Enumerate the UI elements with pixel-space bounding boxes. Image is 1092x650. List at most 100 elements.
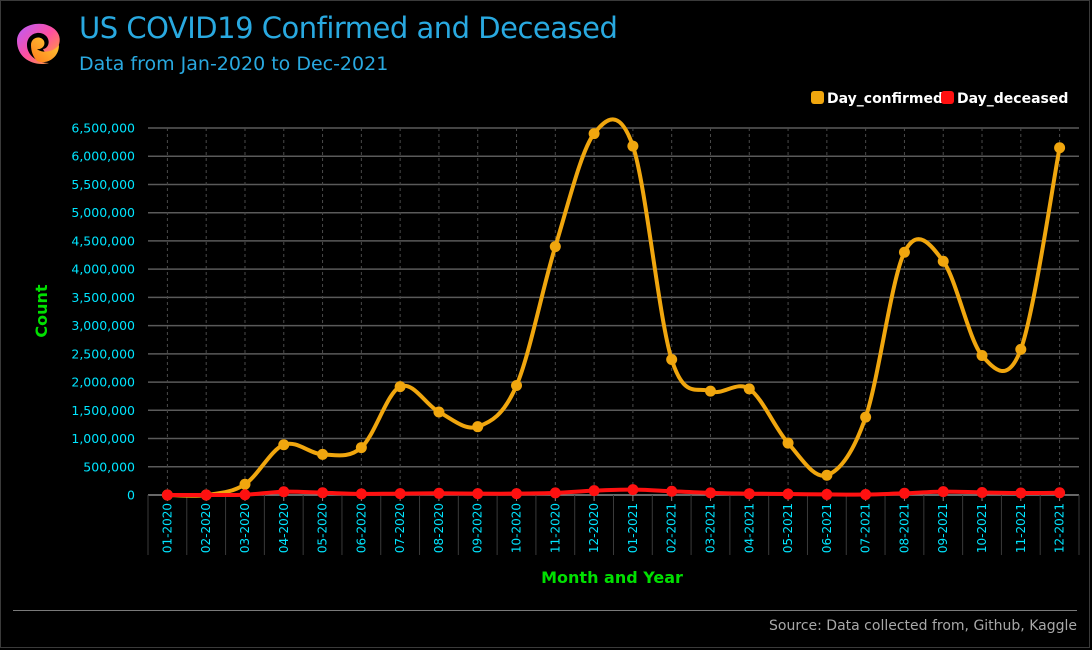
- data-point-day-confirmed: [317, 448, 329, 460]
- data-point-day-deceased: [1015, 487, 1027, 499]
- data-point-day-deceased: [433, 487, 445, 499]
- data-point-day-confirmed: [821, 469, 833, 481]
- grid-lines: [147, 127, 1080, 555]
- x-axis-title: Month and Year: [541, 568, 683, 587]
- data-point-day-deceased: [511, 488, 523, 500]
- x-tick-label: 11-2020: [548, 503, 562, 553]
- data-point-day-confirmed: [239, 478, 251, 490]
- data-point-day-deceased: [549, 487, 561, 499]
- y-tick-label: 6,000,000: [71, 149, 135, 164]
- data-point-day-confirmed: [627, 140, 639, 152]
- y-tick-label: 0: [127, 488, 135, 503]
- x-tick-label: 03-2021: [703, 503, 717, 553]
- x-axis-ticks: 01-2020 02-2020 03-2020 04-2020 05-2020 06-20…: [160, 503, 1066, 553]
- data-point-day-deceased: [704, 487, 716, 499]
- data-point-day-deceased: [200, 489, 212, 501]
- x-tick-label: 09-2021: [936, 503, 950, 553]
- x-tick-label: 12-2020: [587, 503, 601, 553]
- y-tick-label: 3,500,000: [71, 290, 135, 305]
- chart-title: US COVID19 Confirmed and Deceased: [79, 11, 618, 45]
- x-tick-label: 07-2021: [859, 503, 873, 553]
- legend: Day_confirmed Day_deceased: [811, 91, 1068, 107]
- line-chart: 0 500,000 1,000,000 1,500,000 2,000,000 2,500…: [32, 91, 1080, 587]
- series-lines: [161, 117, 1066, 501]
- y-tick-label: 4,500,000: [71, 233, 135, 248]
- data-point-day-deceased: [394, 488, 406, 500]
- data-point-day-confirmed: [704, 385, 716, 397]
- legend-label: Day_deceased: [957, 91, 1068, 107]
- data-point-day-confirmed: [549, 241, 561, 253]
- data-point-day-deceased: [355, 488, 367, 500]
- data-point-day-deceased: [1054, 487, 1066, 499]
- y-tick-label: 3,000,000: [71, 318, 135, 333]
- data-point-day-deceased: [860, 489, 872, 501]
- data-point-day-deceased: [743, 488, 755, 500]
- data-point-day-confirmed: [472, 421, 484, 433]
- data-point-day-confirmed: [511, 379, 523, 391]
- y-axis-ticks: 0 500,000 1,000,000 1,500,000 2,000,000 2,500…: [71, 121, 135, 503]
- data-point-day-confirmed: [588, 128, 600, 140]
- data-point-day-confirmed: [860, 411, 872, 423]
- x-tick-label: 02-2020: [199, 503, 213, 553]
- data-point-day-deceased: [317, 487, 329, 499]
- data-point-day-deceased: [937, 486, 949, 498]
- data-point-day-confirmed: [355, 442, 367, 454]
- data-point-day-confirmed: [937, 255, 949, 267]
- legend-swatch: [811, 91, 824, 104]
- data-point-day-confirmed: [1015, 343, 1027, 355]
- x-tick-label: 03-2020: [238, 503, 252, 553]
- series-line-day-deceased: [167, 487, 1060, 498]
- x-tick-label: 10-2021: [975, 503, 989, 553]
- data-point-day-confirmed: [433, 406, 445, 418]
- x-tick-label: 04-2020: [277, 503, 291, 553]
- x-tick-label: 04-2021: [742, 503, 756, 553]
- x-tick-label: 10-2020: [510, 503, 524, 553]
- x-tick-label: 06-2021: [820, 503, 834, 553]
- x-tick-label: 09-2020: [471, 503, 485, 553]
- x-tick-label: 07-2020: [393, 503, 407, 553]
- data-point-day-confirmed: [666, 353, 678, 365]
- y-tick-label: 5,000,000: [71, 205, 135, 220]
- footer-divider: [13, 610, 1077, 611]
- x-tick-label: 05-2021: [781, 503, 795, 553]
- data-point-day-confirmed: [394, 381, 406, 393]
- y-tick-label: 1,000,000: [71, 431, 135, 446]
- x-tick-label: 08-2021: [897, 503, 911, 553]
- y-axis-title: Count: [32, 284, 51, 338]
- y-tick-label: 2,500,000: [71, 346, 135, 361]
- data-point-day-deceased: [782, 488, 794, 500]
- x-tick-label: 01-2021: [626, 503, 640, 553]
- x-tick-label: 05-2020: [316, 503, 330, 553]
- data-point-day-deceased: [976, 486, 988, 498]
- logo-icon: [17, 23, 60, 65]
- data-point-day-deceased: [161, 489, 173, 501]
- source-note: Source: Data collected from, Github, Kag…: [769, 618, 1077, 634]
- x-tick-label: 01-2020: [160, 503, 174, 553]
- data-point-day-deceased: [627, 484, 639, 496]
- y-tick-label: 6,500,000: [71, 121, 135, 136]
- x-tick-label: 12-2021: [1053, 503, 1067, 553]
- data-point-day-deceased: [239, 489, 251, 501]
- series-line-day-confirmed: [167, 117, 1062, 498]
- data-point-day-deceased: [588, 485, 600, 497]
- x-tick-label: 06-2020: [354, 503, 368, 553]
- data-point-day-confirmed: [976, 350, 988, 362]
- data-point-day-confirmed: [1054, 142, 1066, 154]
- data-point-day-deceased: [898, 487, 910, 499]
- data-point-day-confirmed: [898, 246, 910, 258]
- data-point-day-deceased: [821, 488, 833, 500]
- data-point-day-deceased: [278, 486, 290, 498]
- legend-label: Day_confirmed: [827, 91, 943, 107]
- y-tick-label: 2,000,000: [71, 375, 135, 390]
- y-tick-label: 5,500,000: [71, 177, 135, 192]
- y-tick-label: 4,000,000: [71, 262, 135, 277]
- x-tick-label: 11-2021: [1014, 503, 1028, 553]
- x-tick-label: 02-2021: [665, 503, 679, 553]
- legend-swatch: [941, 91, 954, 104]
- data-point-day-confirmed: [278, 439, 290, 451]
- x-tick-label: 08-2020: [432, 503, 446, 553]
- data-point-day-confirmed: [743, 383, 755, 395]
- data-point-day-deceased: [472, 488, 484, 500]
- chart-subtitle: Data from Jan-2020 to Dec-2021: [79, 53, 389, 75]
